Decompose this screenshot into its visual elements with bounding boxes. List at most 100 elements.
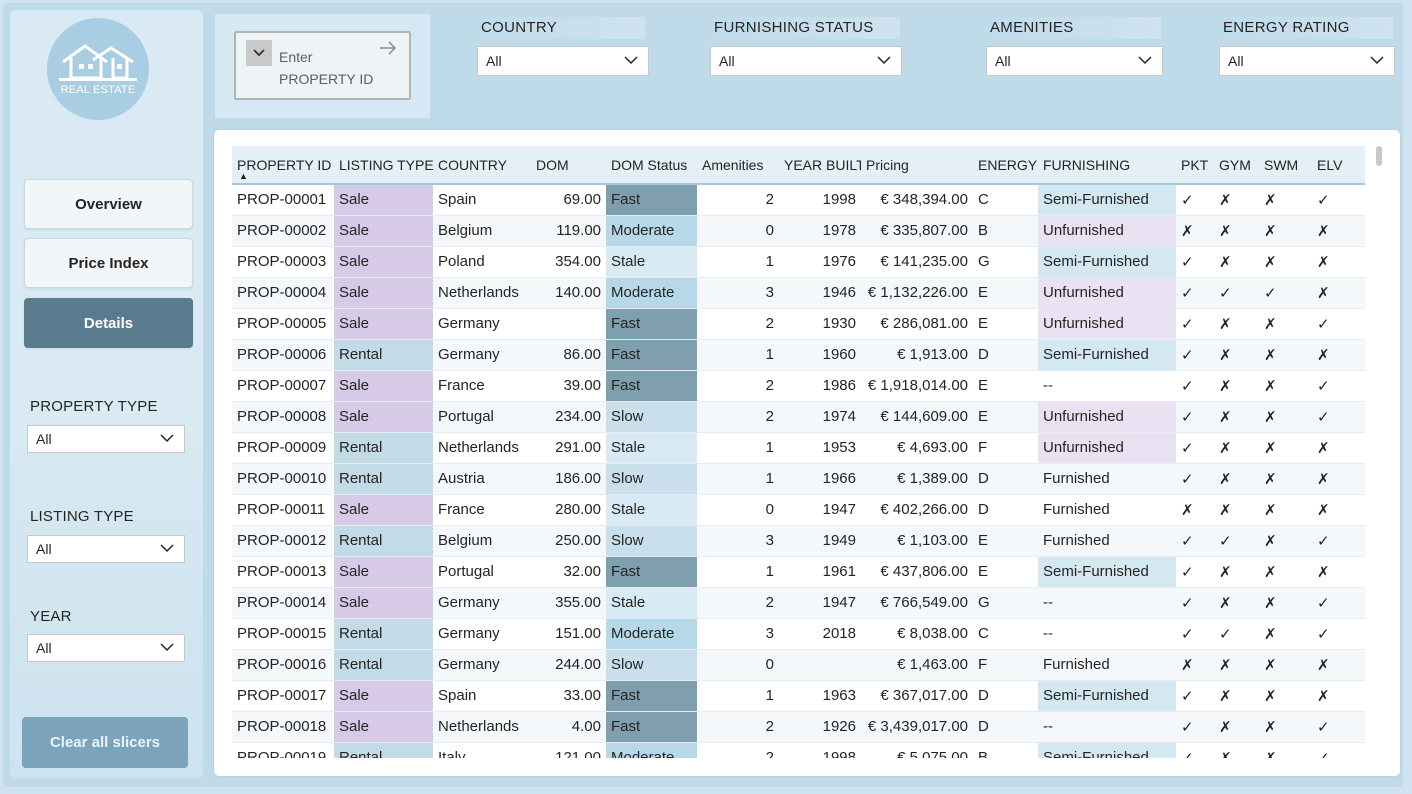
column-header-furnishing[interactable]: FURNISHING	[1038, 146, 1176, 185]
table-row[interactable]: PROP-00019 Rental Italy 121.00 Moderate 2 1998…	[232, 742, 1365, 758]
cell-energy: E	[973, 401, 1038, 433]
cell-pricing: € 144,609.00	[861, 401, 973, 433]
furnishing-status-dropdown[interactable]: All	[710, 46, 902, 76]
table-row[interactable]: PROP-00009 Rental Netherlands 291.00 Stale 1 1…	[232, 432, 1365, 464]
cell-country: Netherlands	[433, 432, 531, 464]
cell-dom-status: Moderate	[606, 618, 697, 650]
cell-energy: G	[973, 246, 1038, 278]
column-header-dom[interactable]: DOM	[531, 146, 606, 185]
table-row[interactable]: PROP-00002 Sale Belgium 119.00 Moderate 0 1978…	[232, 215, 1365, 247]
column-header-swm[interactable]: SWM	[1259, 146, 1312, 185]
table-row[interactable]: PROP-00012 Rental Belgium 250.00 Slow 3 1949 € …	[232, 525, 1365, 557]
column-header-gym[interactable]: GYM	[1214, 146, 1259, 185]
cell-swm: ✗	[1259, 463, 1312, 495]
cell-pricing: € 141,235.00	[861, 246, 973, 278]
cell-property-id: PROP-00018	[232, 711, 334, 743]
chevron-down-icon	[160, 643, 174, 652]
table-row[interactable]: PROP-00001 Sale Spain 69.00 Fast 2 1998 € 348,3…	[232, 184, 1365, 216]
column-header-listing-type[interactable]: LISTING TYPE	[334, 146, 434, 185]
cell-country: Belgium	[433, 215, 531, 247]
table-row[interactable]: PROP-00010 Rental Austria 186.00 Slow 1 1966 € …	[232, 463, 1365, 495]
cell-amenities: 2	[697, 184, 779, 216]
cell-dom-status: Fast	[606, 680, 697, 712]
table-row[interactable]: PROP-00005 Sale Germany Fast 2 1930 € 286,081.…	[232, 308, 1365, 340]
cell-elv: ✓	[1312, 525, 1365, 557]
energy-rating-dropdown[interactable]: All	[1219, 46, 1395, 76]
arrow-right-icon[interactable]	[379, 41, 397, 55]
cell-dom-status: Slow	[606, 525, 697, 557]
table-row[interactable]: PROP-00004 Sale Netherlands 140.00 Moderate 3…	[232, 277, 1365, 309]
cell-property-id: PROP-00001	[232, 184, 334, 216]
details-table-scroll[interactable]: PROPERTY ID ▲ LISTING TYPE COUNTRY DOM DOM St…	[232, 146, 1365, 758]
table-row[interactable]: PROP-00008 Sale Portugal 234.00 Slow 2 1974 € 1…	[232, 401, 1365, 433]
country-dropdown[interactable]: All	[477, 46, 649, 76]
cell-country: France	[433, 370, 531, 402]
overview-button[interactable]: Overview	[24, 179, 193, 229]
year-dropdown[interactable]: All	[27, 634, 185, 662]
vertical-scrollbar[interactable]	[1376, 146, 1382, 166]
cell-country: Poland	[433, 246, 531, 278]
column-header-country[interactable]: COUNTRY	[433, 146, 531, 185]
cell-gym: ✗	[1214, 184, 1259, 216]
cell-energy: B	[973, 215, 1038, 247]
cell-year-built: 1926	[779, 711, 861, 743]
cell-dom: 234.00	[531, 401, 606, 433]
table-row[interactable]: PROP-00003 Sale Poland 354.00 Stale 1 1976 € 14…	[232, 246, 1365, 278]
table-row[interactable]: PROP-00014 Sale Germany 355.00 Stale 2 1947 € 7…	[232, 587, 1365, 619]
table-row[interactable]: PROP-00013 Sale Portugal 32.00 Fast 1 1961 € 43…	[232, 556, 1365, 588]
cell-swm: ✗	[1259, 494, 1312, 526]
clear-all-slicers-button[interactable]: Clear all slicers	[22, 717, 188, 768]
column-header-energy[interactable]: ENERGY	[973, 146, 1038, 185]
property-type-dropdown[interactable]: All	[27, 425, 185, 453]
cell-amenities: 3	[697, 618, 779, 650]
details-button[interactable]: Details	[24, 298, 193, 348]
table-row[interactable]: PROP-00011 Sale France 280.00 Stale 0 1947 € 40…	[232, 494, 1365, 526]
cell-gym: ✗	[1214, 463, 1259, 495]
cell-gym: ✗	[1214, 339, 1259, 371]
cell-year-built: 1930	[779, 308, 861, 340]
column-header-property-id[interactable]: PROPERTY ID ▲	[232, 146, 334, 185]
table-row[interactable]: PROP-00007 Sale France 39.00 Fast 2 1986 € 1,91…	[232, 370, 1365, 402]
cell-property-id: PROP-00006	[232, 339, 334, 371]
cell-energy: E	[973, 525, 1038, 557]
table-row[interactable]: PROP-00006 Rental Germany 86.00 Fast 1 1960 € 1…	[232, 339, 1365, 371]
price-index-button[interactable]: Price Index	[24, 238, 193, 288]
table-row[interactable]: PROP-00017 Sale Spain 33.00 Fast 1 1963 € 367,0…	[232, 680, 1365, 712]
table-row[interactable]: PROP-00018 Sale Netherlands 4.00 Fast 2 1926 € …	[232, 711, 1365, 743]
cell-furnishing: Unfurnished	[1038, 277, 1176, 309]
table-row[interactable]: PROP-00016 Rental Germany 244.00 Slow 0 € 1,46…	[232, 649, 1365, 681]
cell-dom: 39.00	[531, 370, 606, 402]
column-header-amenities[interactable]: Amenities	[697, 146, 779, 185]
placeholder-line1: Enter	[279, 49, 313, 65]
cell-pkt: ✓	[1176, 680, 1214, 712]
cell-swm: ✗	[1259, 742, 1312, 758]
column-header-pkt[interactable]: PKT	[1176, 146, 1214, 185]
column-header-elv[interactable]: ELV	[1312, 146, 1365, 185]
cell-gym: ✗	[1214, 370, 1259, 402]
real-estate-logo: REAL ESTATE	[47, 18, 149, 120]
property-id-search[interactable]: Enter PROPERTY ID	[234, 31, 411, 100]
table-row[interactable]: PROP-00015 Rental Germany 151.00 Moderate 3 20…	[232, 618, 1365, 650]
cell-amenities: 1	[697, 432, 779, 464]
cell-country: Germany	[433, 587, 531, 619]
listing-type-dropdown[interactable]: All	[27, 535, 185, 563]
furnishing-status-label: FURNISHING STATUS	[710, 17, 900, 39]
column-header-pricing[interactable]: Pricing	[861, 146, 973, 185]
cell-pkt: ✗	[1176, 215, 1214, 247]
cell-elv: ✓	[1312, 711, 1365, 743]
cell-elv: ✓	[1312, 401, 1365, 433]
cell-pricing: € 348,394.00	[861, 184, 973, 216]
cell-listing-type: Sale	[334, 277, 433, 309]
cell-amenities: 2	[697, 308, 779, 340]
cell-property-id: PROP-00013	[232, 556, 334, 588]
cell-elv: ✗	[1312, 339, 1365, 371]
column-header-dom-status[interactable]: DOM Status	[606, 146, 697, 185]
cell-property-id: PROP-00017	[232, 680, 334, 712]
search-toggle-button[interactable]	[246, 40, 272, 66]
cell-property-id: PROP-00003	[232, 246, 334, 278]
column-header-year-built[interactable]: YEAR BUILT	[779, 146, 865, 185]
amenities-dropdown[interactable]: All	[986, 46, 1163, 76]
cell-pkt: ✓	[1176, 370, 1214, 402]
cell-furnishing: Semi-Furnished	[1038, 246, 1176, 278]
cell-listing-type: Sale	[334, 711, 433, 743]
